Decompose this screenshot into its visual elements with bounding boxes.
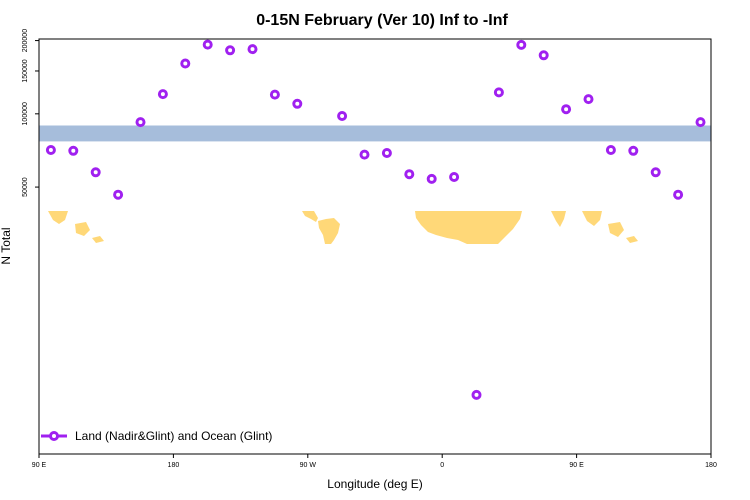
data-point [113, 189, 124, 200]
x-tick-label: 0 [440, 462, 444, 469]
data-point [269, 89, 280, 100]
data-point [493, 87, 504, 98]
x-axis-label: Longitude (deg E) [327, 477, 422, 491]
ocean-background [39, 125, 711, 142]
data-point [381, 148, 392, 158]
data-point [673, 189, 684, 200]
land-se-asia-left [48, 211, 68, 224]
data-points [45, 39, 706, 400]
data-point [583, 94, 594, 105]
x-tick-label: 90 W [300, 462, 317, 469]
data-point [90, 167, 101, 178]
data-point [471, 389, 482, 400]
data-point [449, 172, 460, 182]
data-point [516, 39, 527, 50]
land-africa [415, 211, 522, 244]
data-point [68, 145, 79, 156]
legend-marker [49, 431, 59, 441]
data-point [426, 173, 437, 184]
y-tick-label: 200000 [22, 29, 29, 52]
data-point [180, 58, 191, 69]
data-point [404, 169, 415, 180]
land-central-america [302, 211, 318, 222]
y-axis: 50000 100000 150000 200000 [22, 29, 39, 197]
x-tick-label: 90 E [32, 462, 47, 469]
x-axis: 90 E 180 90 W 0 90 E 180 [32, 454, 717, 469]
data-point [337, 111, 348, 121]
data-point [225, 45, 236, 56]
y-axis-label: N Total [0, 227, 13, 264]
y-tick-label: 150000 [22, 59, 29, 82]
land-islands-right [626, 236, 638, 243]
x-tick-label: 180 [705, 462, 717, 469]
land-south-america [318, 218, 340, 244]
data-point [628, 145, 639, 156]
data-point [359, 149, 370, 160]
land-borneo-left [75, 222, 90, 236]
x-tick-label: 180 [168, 462, 180, 469]
data-point [561, 104, 572, 115]
world-map-strip [39, 125, 711, 244]
data-point [45, 145, 56, 155]
y-tick-label: 100000 [22, 102, 29, 125]
y-tick-label: 50000 [22, 177, 29, 197]
plot-frame [38, 38, 712, 455]
land-se-asia-right [582, 211, 602, 226]
data-point [605, 145, 616, 155]
x-tick-label: 90 E [569, 462, 584, 469]
data-point [135, 117, 146, 128]
land-masses [48, 211, 638, 244]
land-india [551, 211, 566, 227]
data-point [247, 44, 258, 55]
data-point [157, 89, 168, 100]
chart-title: 0-15N February (Ver 10) Inf to -Inf [256, 12, 508, 29]
legend: Land (Nadir&Glint) and Ocean (Glint) [41, 429, 272, 443]
land-islands-left [92, 236, 104, 243]
data-point [650, 167, 661, 178]
data-point [538, 50, 549, 61]
legend-label: Land (Nadir&Glint) and Ocean (Glint) [75, 429, 272, 443]
data-point [292, 98, 303, 109]
data-point [695, 117, 706, 128]
land-borneo-right [608, 222, 624, 237]
data-point [202, 39, 213, 50]
